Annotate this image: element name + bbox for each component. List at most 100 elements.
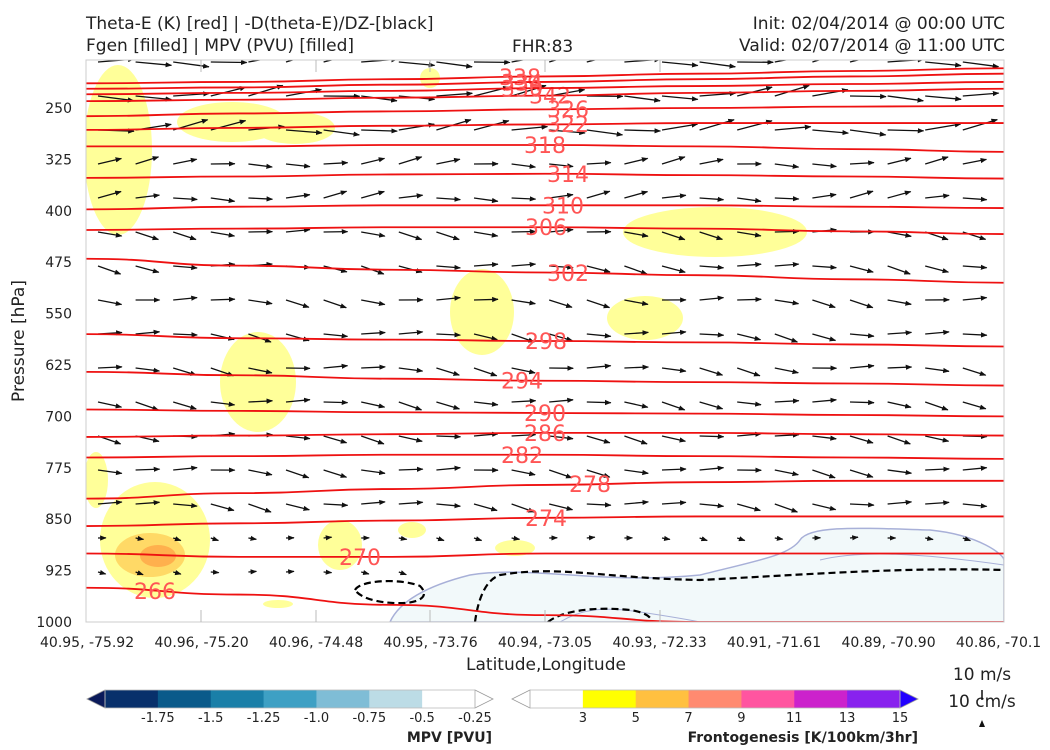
wind-vector <box>549 264 574 270</box>
x-tick-label: 40.93, -72.33 <box>613 635 707 651</box>
wind-vector <box>774 398 800 404</box>
theta-e-contour-label: 270 <box>339 546 381 571</box>
wind-vector <box>925 367 950 374</box>
theta-e-contour <box>86 453 1004 460</box>
wind-vector <box>887 299 912 306</box>
theta-e-contour <box>86 333 1004 348</box>
wind-vector <box>361 190 385 199</box>
wind-vector <box>925 193 950 199</box>
wind-vector <box>285 469 310 479</box>
wind-vector <box>887 364 913 370</box>
y-tick-label: 250 <box>45 101 72 117</box>
fgen-fill-region <box>450 269 514 355</box>
wind-vector <box>511 261 537 268</box>
wind-vector <box>624 95 661 103</box>
wind-vector <box>661 329 687 336</box>
theta-e-contour <box>86 408 1004 418</box>
wind-vector <box>173 295 198 301</box>
wind-vector <box>398 570 407 576</box>
wind-vector <box>624 299 649 306</box>
colorbar-tick-label: -0.25 <box>458 711 492 726</box>
wind-vector <box>173 401 197 410</box>
colorbar-cell <box>582 690 637 708</box>
wind-vector <box>962 196 988 202</box>
wind-vector <box>248 469 273 477</box>
wind-vector <box>774 503 799 513</box>
wind-vector <box>436 231 460 241</box>
wind-vector <box>925 466 950 472</box>
wind-vector <box>323 160 349 166</box>
x-tick-label: 40.95, -73.76 <box>384 635 478 651</box>
wind-vector <box>210 503 235 512</box>
wind-vector <box>285 227 311 233</box>
wind-vector <box>323 60 335 63</box>
wind-vector <box>473 296 499 303</box>
wind-vector <box>473 231 499 238</box>
wind-vector <box>97 231 123 238</box>
wind-vector <box>210 197 236 204</box>
wind-vector <box>173 502 198 509</box>
wind-vector <box>436 503 461 509</box>
wind-vector <box>172 231 197 241</box>
theta-e-contour <box>86 204 1004 211</box>
wind-vector <box>549 227 574 233</box>
wind-vector <box>97 95 135 103</box>
colorbar-cell <box>369 690 423 708</box>
x-axis: 40.95, -75.92 40.96, -75.20 40.96, -74.48 4… <box>40 60 1041 651</box>
wind-vector <box>586 399 612 406</box>
wind-vector <box>887 128 925 134</box>
wind-vector <box>962 90 1000 97</box>
wind-vector <box>812 397 837 403</box>
wind-vector <box>173 570 182 576</box>
colorbar-tick-label: 3 <box>579 711 587 726</box>
wind-vector <box>135 466 161 472</box>
wind-vector <box>323 569 333 575</box>
wind-vector <box>323 299 347 309</box>
x-tick-label: 40.91, -71.61 <box>727 635 821 651</box>
wind-vector <box>962 61 1000 69</box>
colorbar-tick-label: 13 <box>839 711 856 726</box>
theta-e-contour <box>86 87 1004 103</box>
wind-vector <box>849 60 861 63</box>
wind-vector <box>210 86 247 97</box>
wind-vector <box>511 367 536 375</box>
colorbar-cell <box>316 690 370 708</box>
wind-vector <box>624 60 661 63</box>
wind-vector <box>699 231 724 241</box>
wind-vector <box>135 61 173 68</box>
wind-vector <box>549 299 573 308</box>
wind-vector <box>586 190 611 199</box>
wind-vector <box>699 433 725 440</box>
wind-vector <box>210 569 220 575</box>
theta-e-contour-label: 286 <box>524 422 566 447</box>
colorbar-cell <box>847 690 901 708</box>
wind-vector <box>210 231 236 238</box>
wind-vector <box>248 196 274 202</box>
x-tick-label: 40.95, -75.92 <box>40 635 134 651</box>
theta-e-contour <box>86 72 1004 90</box>
fgen-fill-region <box>607 296 683 340</box>
wind-vector <box>398 535 408 541</box>
wind-vector <box>737 262 762 268</box>
wind-vector <box>774 124 812 131</box>
wind-vector <box>924 401 949 411</box>
wind-vector <box>436 91 473 97</box>
wind-vector <box>135 231 160 241</box>
wind-vector <box>849 160 875 166</box>
theta-e-contour-label: 310 <box>542 194 584 219</box>
y-tick-label: 925 <box>45 564 72 580</box>
fgen-fill-region <box>86 65 152 235</box>
wind-vector <box>774 367 799 375</box>
wind-vector <box>436 295 461 301</box>
wind-vector <box>661 466 687 472</box>
colorbar-cell <box>530 690 584 708</box>
wind-vector <box>699 503 725 509</box>
wind-vector <box>624 265 648 275</box>
wind-vector <box>548 469 573 479</box>
wind-vector <box>436 61 473 69</box>
wind-scale-horizontal: 10 m/s <box>953 665 1011 685</box>
wind-vector <box>774 333 799 343</box>
wind-vector <box>849 363 875 369</box>
wind-vector <box>511 535 521 541</box>
forecast-hour: FHR:83 <box>512 37 574 57</box>
